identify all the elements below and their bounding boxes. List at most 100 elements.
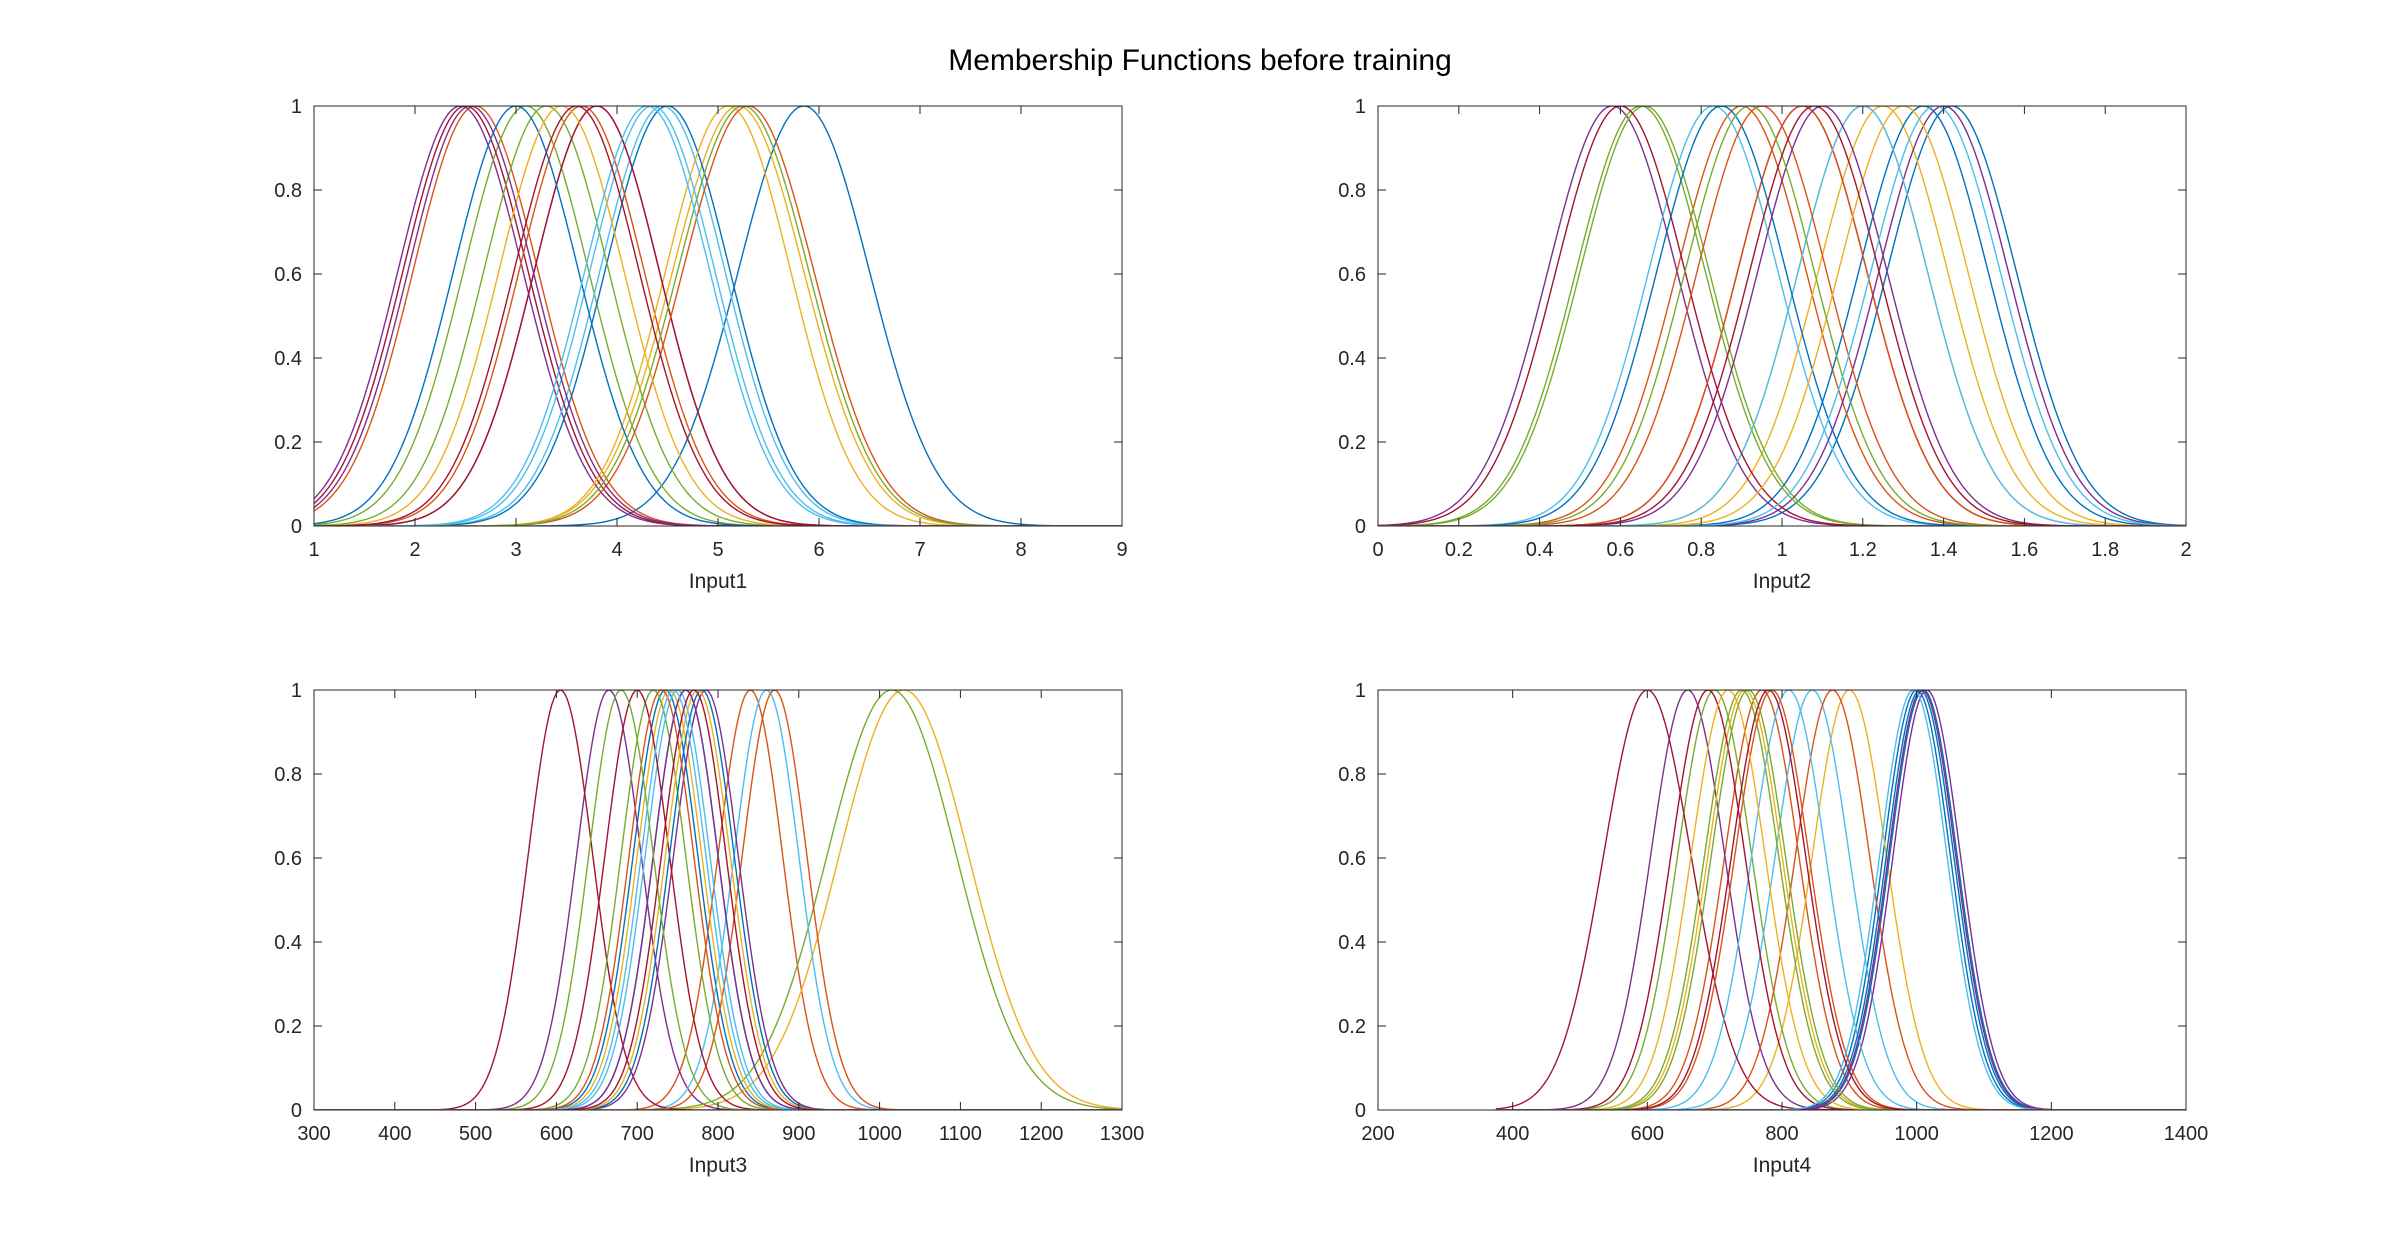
y-tick-label: 0.8: [1338, 180, 1366, 202]
mf-curve-12: [314, 106, 1122, 526]
x-tick-label: 0.8: [1687, 539, 1715, 561]
y-tick-label: 1: [1355, 680, 1366, 702]
mf-curve-6: [1378, 106, 2186, 526]
subplot-3: 300 400 500 600 700 800 900 1000 1100 1200 1300 0 0.…: [274, 680, 1144, 1177]
mf-curve-20: [314, 106, 1122, 526]
x-axis-label: Input3: [689, 1154, 747, 1177]
mf-curve-9: [314, 690, 1122, 1110]
y-tick-label: 1: [291, 680, 302, 702]
mf-curve-1: [314, 106, 1122, 526]
mf-curve-21: [1378, 106, 2186, 526]
y-tick-label: 0.4: [1338, 348, 1366, 370]
x-tick-label: 8: [1015, 539, 1026, 561]
mf-curve-17: [1378, 106, 2186, 526]
mf-curve-13: [1378, 106, 2186, 526]
y-tick-label: 0.2: [274, 432, 302, 454]
x-tick-label: 600: [540, 1123, 573, 1145]
x-tick-label: 1.4: [1930, 539, 1958, 561]
y-tick-label: 0.2: [1338, 432, 1366, 454]
mf-curve-6: [1495, 690, 2186, 1110]
mf-curve-12: [1378, 106, 2186, 526]
mf-curve-8: [314, 690, 1122, 1110]
mf-curve-18: [1378, 106, 2186, 526]
mf-curve-11: [314, 690, 1122, 1110]
mf-curve-17: [1495, 690, 2186, 1110]
x-axis-label: Input2: [1753, 570, 1811, 593]
mf-curve-1: [314, 690, 1122, 1110]
y-tick-label: 1: [291, 96, 302, 118]
subplot-2: 0 0.2 0.4 0.6 0.8 1 1.2 1.4 1.6 1.8 2 0 0.2 0.4 0.6 0.8…: [1338, 96, 2191, 593]
x-tick-label: 1: [1776, 539, 1787, 561]
mf-curve-13: [314, 690, 1122, 1110]
mf-curve-21: [314, 690, 1122, 1110]
mf-curve-14: [1378, 106, 2186, 526]
mf-curve-17: [314, 690, 1122, 1110]
mf-curve-5: [314, 690, 1122, 1110]
mf-curve-9: [314, 106, 1122, 526]
mf-curve-6: [314, 690, 1122, 1110]
y-tick-label: 0: [1355, 516, 1366, 538]
x-tick-label: 200: [1361, 1123, 1394, 1145]
mf-curve-9: [1378, 106, 2186, 526]
x-tick-label: 7: [914, 539, 925, 561]
curves: [314, 690, 1122, 1110]
x-tick-label: 9: [1116, 539, 1127, 561]
y-tick-label: 0.2: [1338, 1016, 1366, 1038]
y-tick-label: 0.4: [274, 932, 302, 954]
x-tick-label: 700: [621, 1123, 654, 1145]
x-tick-label: 0.4: [1526, 539, 1554, 561]
x-tick-label: 800: [701, 1123, 734, 1145]
subplot-4: 200 400 600 800 1000 1200 1400 0 0.2 0.4 0.6 0.8 1 In…: [1338, 680, 2208, 1177]
axes-box: [1377, 689, 2187, 1111]
x-tick-label: 1.2: [1849, 539, 1877, 561]
y-tick-label: 0: [1355, 1100, 1366, 1122]
mf-curve-15: [314, 690, 1122, 1110]
mf-curve-4: [1378, 106, 2186, 526]
y-tick-label: 0.6: [1338, 848, 1366, 870]
y-tick-label: 0.8: [274, 180, 302, 202]
y-tick-label: 0.6: [274, 264, 302, 286]
x-tick-label: 1: [308, 539, 319, 561]
mf-curve-3: [314, 690, 1122, 1110]
x-tick-label: 0.6: [1606, 539, 1634, 561]
mf-curve-10: [314, 690, 1122, 1110]
y-tick-label: 0.4: [274, 348, 302, 370]
y-tick-label: 1: [1355, 96, 1366, 118]
x-axis-label: Input1: [689, 570, 747, 593]
mf-curve-14: [314, 690, 1122, 1110]
x-tick-label: 4: [611, 539, 622, 561]
x-tick-label: 1.6: [2010, 539, 2038, 561]
y-tick-label: 0.2: [274, 1016, 302, 1038]
x-tick-label: 1300: [1100, 1123, 1145, 1145]
mf-curve-19: [1378, 106, 2186, 526]
x-tick-label: 800: [1765, 1123, 1798, 1145]
x-tick-label: 400: [378, 1123, 411, 1145]
x-tick-label: 900: [782, 1123, 815, 1145]
mf-curve-5: [1378, 106, 2186, 526]
figure-title: Membership Functions before training: [948, 44, 1452, 77]
x-tick-label: 5: [712, 539, 723, 561]
curves: [1495, 690, 2186, 1110]
mf-curve-2: [314, 690, 1122, 1110]
x-tick-label: 2: [409, 539, 420, 561]
x-tick-label: 1200: [2029, 1123, 2074, 1145]
x-tick-label: 1100: [939, 1123, 982, 1145]
mf-curve-16: [314, 690, 1122, 1110]
x-tick-label: 1.8: [2091, 539, 2119, 561]
y-tick-label: 0: [291, 516, 302, 538]
mf-curve-19: [314, 690, 1122, 1110]
mf-curve-16: [1378, 106, 2186, 526]
mf-curve-1: [1378, 106, 2186, 526]
mf-curve-7: [314, 690, 1122, 1110]
mf-curve-13: [1495, 690, 2186, 1110]
mf-curve-20: [1378, 106, 2186, 526]
curves: [1378, 106, 2186, 526]
y-tick-label: 0.6: [1338, 264, 1366, 286]
x-tick-label: 1200: [1019, 1123, 1064, 1145]
x-tick-label: 2: [2180, 539, 2191, 561]
x-tick-label: 400: [1496, 1123, 1529, 1145]
y-tick-label: 0.4: [1338, 932, 1366, 954]
x-axis-label: Input4: [1753, 1154, 1812, 1177]
x-tick-label: 1400: [2164, 1123, 2209, 1145]
